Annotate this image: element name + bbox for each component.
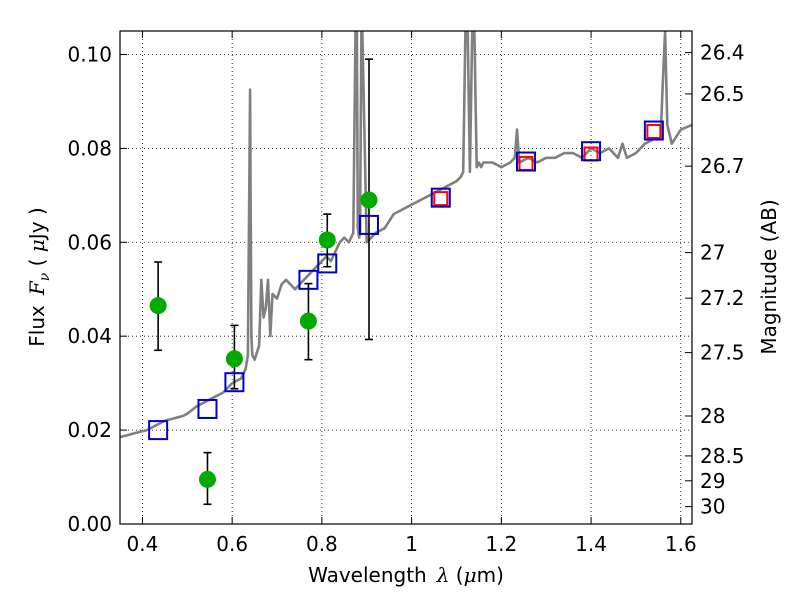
x-axis-label-unit-close: m) bbox=[477, 563, 504, 587]
y-axis-label-unit-mu: μ bbox=[25, 239, 49, 252]
x-tick-label: 0.8 bbox=[306, 532, 338, 556]
synthetic-photometry-square bbox=[516, 151, 537, 172]
y2-tick-label: 26.4 bbox=[700, 41, 745, 65]
observed-flux-point bbox=[149, 297, 167, 315]
x-tick-label: 0.4 bbox=[127, 532, 159, 556]
observed-flux-point bbox=[225, 350, 243, 368]
synthetic-photometry-square bbox=[643, 120, 664, 141]
y2-tick-label: 30 bbox=[700, 495, 725, 519]
ticks-layer: 0.4 0.6 0.8 1 1.2 1.4 1.6 0.00 0.02 0.04 0.06 0.08 0… bbox=[67, 31, 745, 556]
synthetic-photometry-square bbox=[197, 398, 218, 419]
y-axis-label: Flux Fν ( μJy ) bbox=[25, 207, 53, 346]
y-tick-label: 0.06 bbox=[67, 230, 112, 254]
x-tick-label: 0.6 bbox=[216, 532, 248, 556]
y-axis-label-unit-open: ( bbox=[25, 252, 49, 273]
observed-flux-point bbox=[360, 191, 378, 209]
y-tick-label: 0.00 bbox=[67, 512, 112, 536]
x-axis-label-text: Wavelength bbox=[308, 563, 427, 587]
y2-tick-label: 27 bbox=[700, 241, 725, 265]
model-photometry-square bbox=[433, 191, 449, 207]
x-axis-label: Wavelength λ (μm) bbox=[308, 563, 504, 587]
x-tick-label: 1.4 bbox=[575, 532, 607, 556]
x-axis-label-unit-open: ( bbox=[449, 563, 463, 587]
x-axis-label-symbol: λ bbox=[436, 563, 450, 587]
y-axis-label-symbol: F bbox=[25, 280, 49, 296]
observed-flux-point bbox=[198, 470, 216, 488]
spectrum-line bbox=[120, 31, 692, 439]
observed-flux-point bbox=[299, 312, 317, 330]
y-tick-label: 0.02 bbox=[67, 418, 112, 442]
y-tick-label: 0.08 bbox=[67, 136, 112, 160]
x-tick-label: 1.6 bbox=[665, 532, 697, 556]
y2-tick-label: 28 bbox=[700, 404, 725, 428]
y2-tick-label: 28.5 bbox=[700, 444, 745, 468]
y2-tick-label: 27.2 bbox=[700, 286, 745, 310]
synthetic-photometry-square bbox=[148, 420, 169, 441]
x-tick-label: 1.2 bbox=[485, 532, 517, 556]
plot-background bbox=[120, 31, 692, 524]
y2-axis-label: Magnitude (AB) bbox=[757, 199, 781, 354]
synthetic-photometry-square bbox=[581, 141, 602, 162]
y-axis-label-text: Flux bbox=[25, 305, 49, 347]
y2-tick-label: 26.7 bbox=[700, 154, 745, 178]
x-tick-label: 1 bbox=[405, 532, 418, 556]
plot-frame bbox=[119, 30, 693, 525]
y2-tick-label: 26.5 bbox=[700, 82, 745, 106]
synthetic-photometry-square bbox=[430, 187, 451, 208]
y-tick-label: 0.10 bbox=[67, 42, 112, 66]
observed-flux-point bbox=[318, 231, 336, 249]
x-axis-label-unit-mu: μ bbox=[464, 563, 477, 587]
spectrum-layer bbox=[120, 31, 692, 439]
y-axis-label-subscript: ν bbox=[37, 272, 53, 281]
y-axis-label-unit-close: Jy ) bbox=[25, 207, 49, 241]
y2-tick-label: 27.5 bbox=[700, 341, 745, 365]
y-tick-label: 0.04 bbox=[67, 324, 112, 348]
markers-layer bbox=[148, 58, 664, 506]
y2-tick-label: 29 bbox=[700, 469, 725, 493]
model-photometry-square bbox=[646, 123, 662, 139]
